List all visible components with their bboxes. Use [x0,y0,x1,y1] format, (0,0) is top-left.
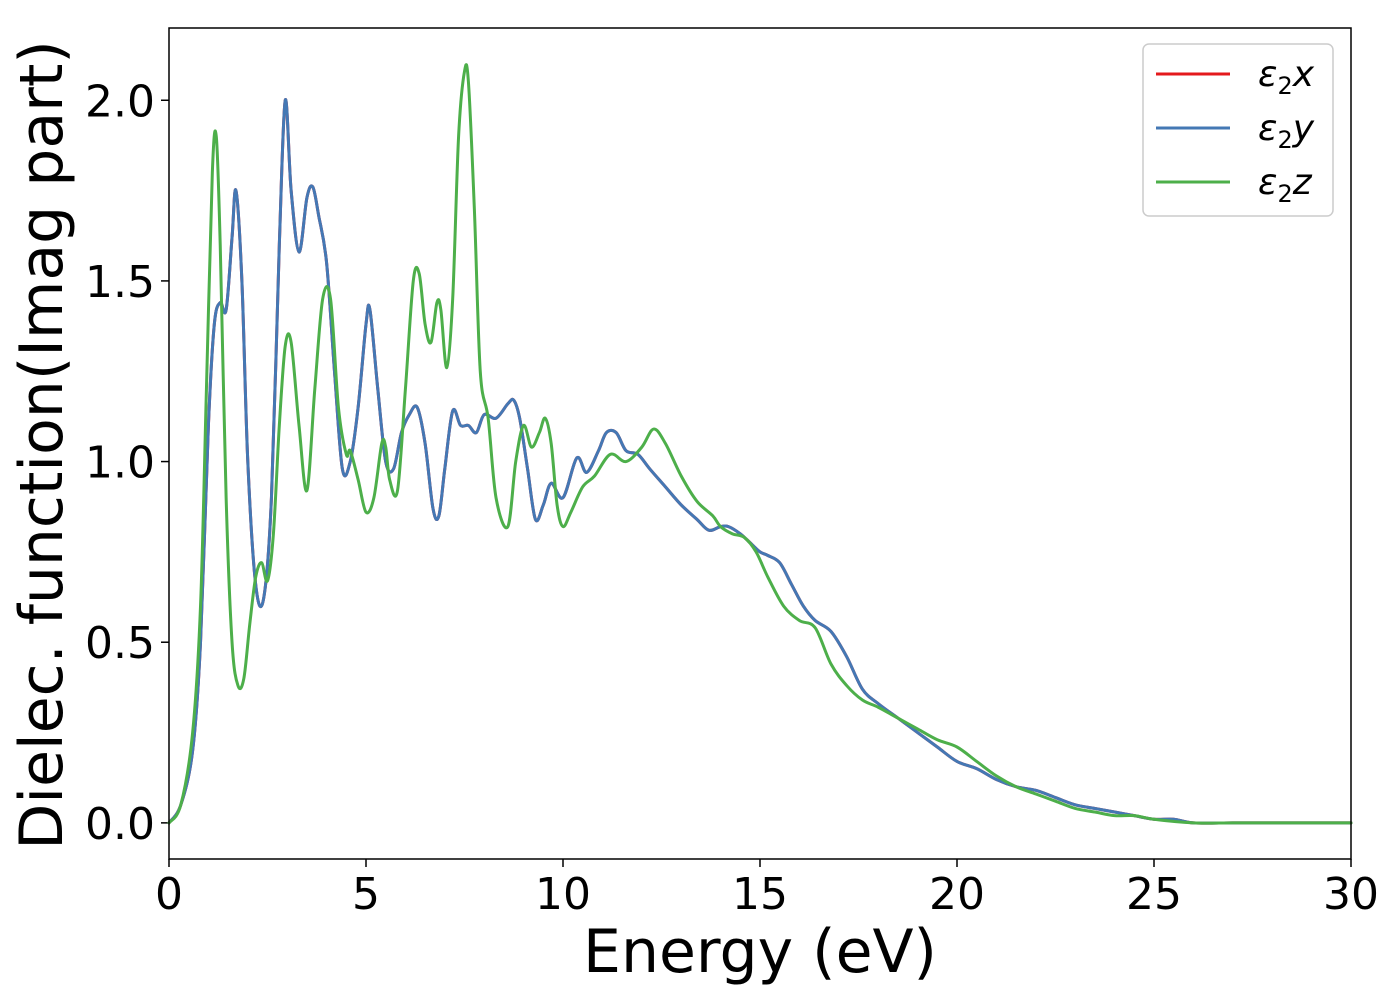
x-tick-label: 20 [929,869,985,920]
y-axis-label: Dielec. function(Imag part) [7,40,77,850]
x-tick-label: 5 [352,869,380,920]
y-tick-label: 2.0 [85,76,155,127]
legend-label-z: ε2z [1258,162,1313,208]
x-tick-label: 25 [1126,869,1182,920]
axis-ticks: 0 5 10 15 20 25 30 0.0 0.5 1.0 1.5 2.0 [85,76,1379,920]
y-tick-label: 1.5 [85,257,155,308]
x-tick-label: 10 [535,869,591,920]
x-tick-label: 0 [155,869,183,920]
series-lines [167,63,1353,825]
x-axis-label: Energy (eV) [583,917,937,987]
x-tick-label: 15 [732,869,788,920]
legend: ε2x ε2y ε2z [1142,43,1334,217]
y-tick-label: 0.0 [85,799,155,850]
y-tick-label: 1.0 [85,438,155,489]
legend-label-y: ε2y [1258,108,1315,154]
series-line-z [167,63,1353,825]
legend-label-x: ε2x [1258,54,1315,100]
x-tick-label: 30 [1323,869,1379,920]
series-line-y [167,98,1353,825]
legend-box [1142,43,1334,217]
y-tick-label: 0.5 [85,618,155,669]
plot-frame [168,27,1352,860]
